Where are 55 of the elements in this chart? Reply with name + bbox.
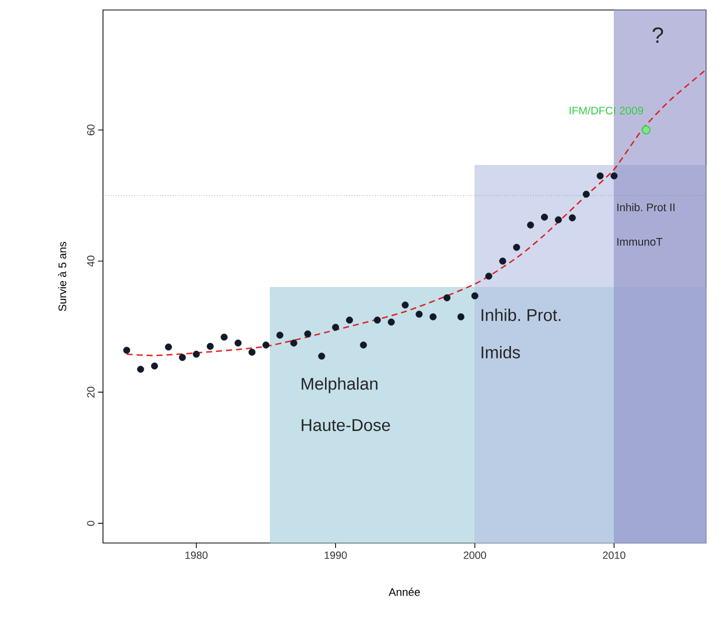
point: [471, 292, 478, 300]
annotation: ImmunoT: [617, 238, 662, 246]
point: [388, 318, 395, 326]
point: [332, 324, 340, 331]
point: [276, 332, 284, 339]
x-tick-label: 2000: [464, 552, 486, 559]
point: [164, 343, 172, 350]
point: [527, 222, 534, 229]
point: [554, 216, 562, 224]
point: [457, 313, 464, 320]
x-tick-label: 1980: [185, 552, 208, 559]
point: [151, 362, 158, 370]
point: [290, 340, 298, 347]
point: [137, 366, 144, 373]
point: [192, 350, 200, 358]
point: [499, 258, 506, 265]
annotation: Melphalan: [302, 377, 378, 394]
point: [416, 310, 423, 318]
point: [582, 190, 590, 198]
x-tick-label: 2010: [602, 552, 626, 559]
point: [178, 354, 186, 361]
y-tick-label: 40: [87, 256, 95, 267]
point: [220, 334, 228, 341]
point: [248, 348, 256, 356]
point: [568, 214, 576, 222]
annotation: Inhib. Prot II: [617, 203, 674, 212]
annotation: Inhib. Prot.: [482, 308, 560, 322]
point: [596, 172, 604, 180]
point: [318, 352, 326, 360]
annotation: Imids: [482, 346, 520, 358]
annotation: ?: [652, 27, 664, 43]
y-axis-title: Survie à 5 ans: [58, 242, 66, 312]
point: [262, 342, 270, 348]
point: [234, 340, 242, 347]
point: [346, 316, 353, 324]
point: [443, 294, 450, 302]
x-tick-label: 1990: [324, 552, 347, 559]
point: [304, 330, 312, 338]
point: [642, 125, 651, 134]
point: [610, 172, 618, 180]
point: [485, 272, 492, 280]
point: [206, 342, 214, 350]
point: [374, 316, 381, 324]
point: [123, 346, 130, 354]
point: [513, 244, 520, 251]
annotation: Haute-Dose: [302, 419, 390, 432]
point: [540, 214, 548, 221]
point: [430, 313, 437, 320]
point: [402, 302, 409, 309]
y-tick-label: 60: [87, 124, 95, 136]
x-axis-title: Année: [388, 588, 420, 596]
series-label: IFM/DFCI 2009: [570, 106, 644, 114]
y-tick-label: 20: [87, 386, 95, 398]
y-tick-label: 0: [87, 520, 95, 526]
point: [360, 342, 367, 348]
